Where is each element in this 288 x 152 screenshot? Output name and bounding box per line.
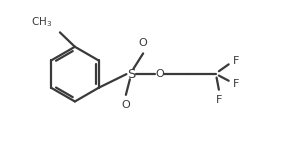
Text: F: F [216, 95, 222, 105]
Text: CH$_3$: CH$_3$ [31, 16, 52, 29]
Text: F: F [233, 79, 240, 89]
Text: O: O [139, 38, 147, 48]
Text: O: O [122, 100, 130, 110]
Text: F: F [233, 56, 240, 66]
Text: O: O [156, 69, 164, 79]
Text: S: S [127, 68, 135, 81]
